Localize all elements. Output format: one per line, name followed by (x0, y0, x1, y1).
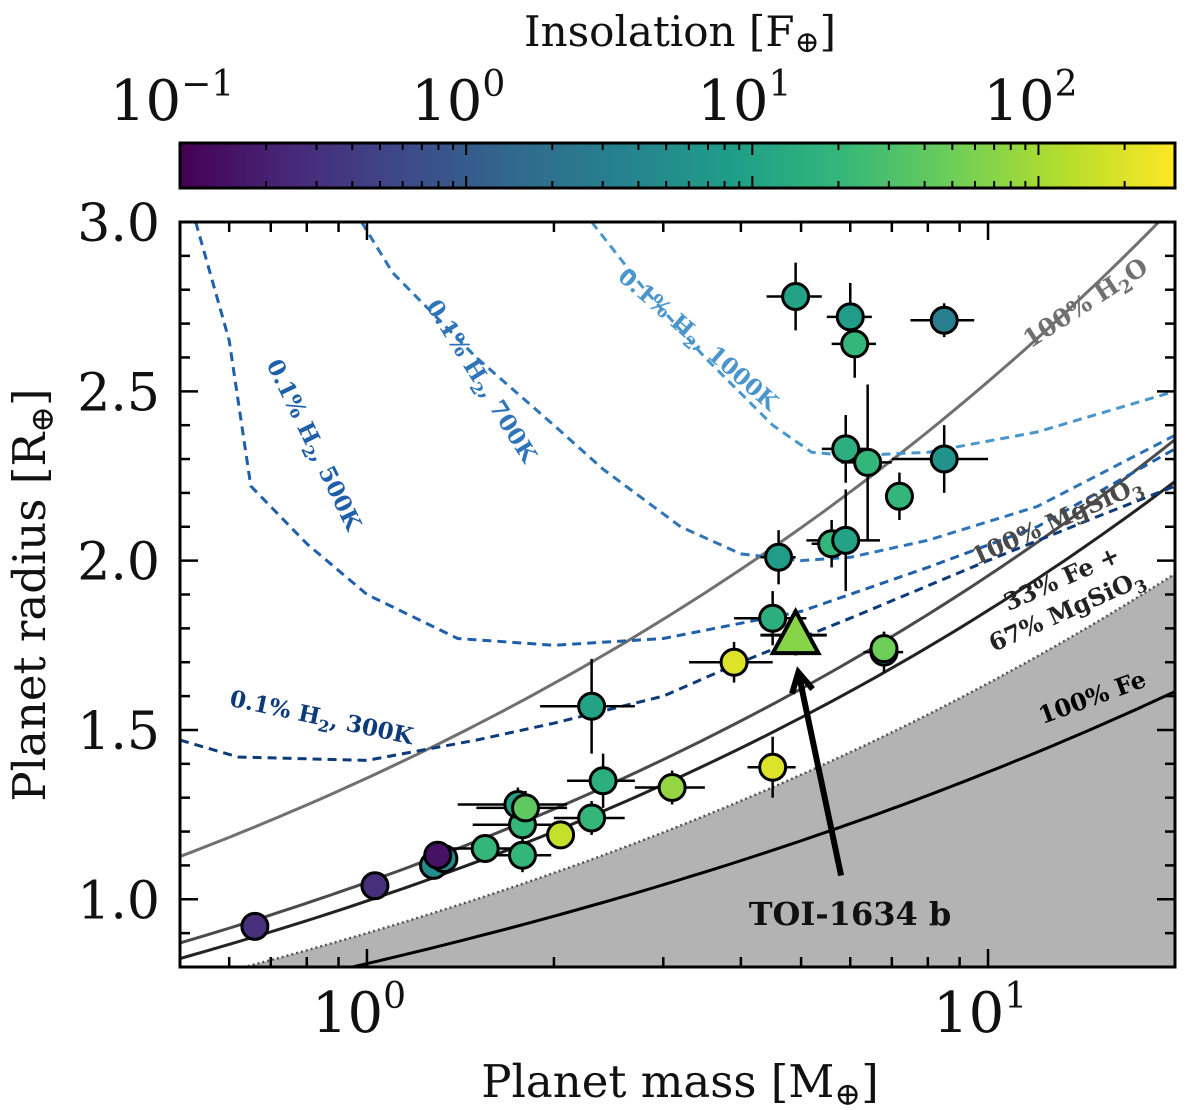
annotation-arrow-head (789, 666, 815, 695)
planet-point (423, 840, 453, 870)
planet-point (929, 305, 959, 335)
axis-ticks (178, 220, 1177, 969)
planet-point (719, 647, 749, 677)
curve-100-mgsio3 (180, 438, 1175, 945)
planet-point (869, 634, 899, 664)
toi-1634b-marker (760, 606, 827, 656)
planet-point (929, 444, 959, 474)
toi-1634b-triangle (769, 606, 822, 656)
planet-point (577, 691, 607, 721)
planet-point (831, 525, 861, 555)
x-tick-label: 101 (933, 976, 1027, 1046)
colorbar-tick-labels: 10−1 100 101 102 (110, 64, 1078, 134)
x-axis-title: Planet mass [M⊕] (481, 1055, 879, 1110)
y-tick-label: 2.0 (77, 533, 160, 593)
planet-point (835, 302, 865, 332)
annotation-arrow (795, 671, 845, 877)
curve-100-fe (345, 690, 1175, 967)
planet-point (657, 773, 687, 803)
curve-0-1-h2-500k (194, 222, 1175, 647)
planet-point (831, 434, 861, 464)
label-h2-300k: 0.1% H2, 300K (227, 685, 417, 754)
planet-points (240, 282, 959, 941)
colorbar-tick-label: 102 (983, 64, 1077, 134)
colorbar-tick-label: 10−1 (110, 64, 234, 134)
colorbar-tick-label: 101 (697, 64, 791, 134)
planet-point (507, 840, 537, 870)
y-axis-title: Planet radius [R⊕] (3, 388, 61, 801)
label-h2-1000k: 0.1% H2, 1000K (610, 263, 784, 420)
axis-tick-labels: 100 101 1.0 1.5 2.0 2.5 3.0 (77, 194, 1027, 1046)
planet-point (758, 603, 788, 633)
y-tick-label: 1.0 (77, 871, 160, 931)
planet-point (470, 833, 500, 863)
planet-point (884, 481, 914, 511)
planet-point (588, 766, 618, 796)
planet-point (577, 803, 607, 833)
x-tick-label: 100 (312, 976, 406, 1046)
planet-point (853, 447, 883, 477)
planet-point (511, 793, 541, 823)
planet-point (764, 542, 794, 572)
planet-point (360, 871, 390, 901)
h2-envelope-curves (180, 222, 1175, 762)
excluded-region (239, 572, 1175, 967)
planet-point (840, 329, 870, 359)
y-tick-label: 1.5 (77, 702, 160, 762)
curve-100-h2o (180, 222, 1161, 858)
label-100-h2o: 100% H2O (1018, 252, 1156, 358)
plot-area: 100% H2O 100% MgSiO3 33% Fe + 67% MgSiO3… (77, 194, 1177, 1046)
annotation-label: TOI-1634 b (749, 895, 952, 933)
colorbar-bar (178, 141, 1177, 190)
colorbar-tick-label: 100 (411, 64, 505, 134)
colorbar-ticks (179, 143, 1176, 188)
planet-point (240, 911, 270, 941)
curve-0-1-h2-700k (360, 222, 1175, 563)
colorbar-title: Insolation [F⊕] (524, 7, 836, 60)
y-tick-label: 2.5 (77, 363, 160, 423)
curve-0-1-h2-1000k (590, 222, 1175, 458)
planet-point (546, 820, 576, 850)
y-tick-label: 3.0 (77, 194, 160, 254)
colorbar: Insolation [F⊕] 10−1 100 101 102 (110, 7, 1177, 190)
label-h2-700k: 0.1% H2, 700K (417, 295, 543, 471)
planet-point (758, 752, 788, 782)
planet-point (781, 282, 811, 311)
